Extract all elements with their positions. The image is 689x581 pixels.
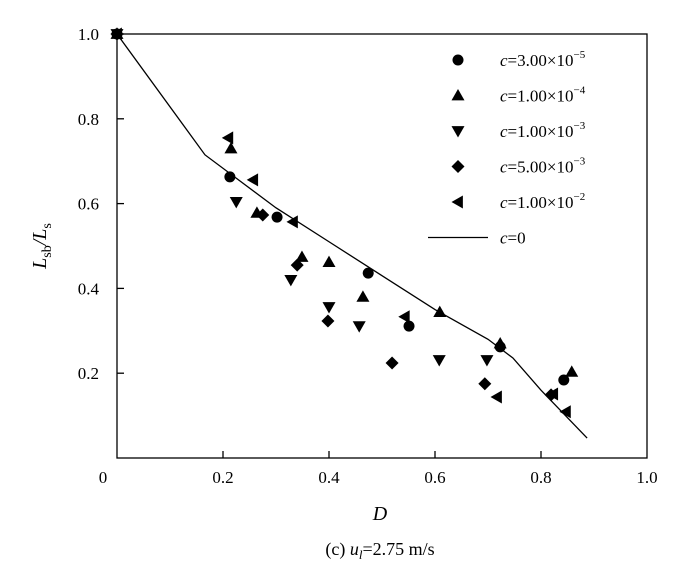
data-point-triangle-down [432, 355, 446, 367]
legend: c=3.00×10−5c=1.00×10−4c=1.00×10−3c=5.00×… [428, 49, 586, 248]
legend-value: =1.00×10 [508, 193, 574, 212]
legend-value: =0 [508, 229, 526, 248]
data-point-triangle-left [221, 131, 234, 145]
data-point-circle [362, 267, 374, 279]
legend-value: =1.00×10 [508, 122, 574, 141]
legend-value: =5.00×10 [508, 158, 574, 177]
data-point-triangle-up [493, 337, 507, 349]
data-point-triangle-up [356, 290, 370, 302]
y-label-sub2: s [40, 223, 55, 228]
plot-frame [116, 33, 648, 459]
legend-item: c=0 [428, 229, 526, 248]
legend-var: c [500, 87, 508, 106]
legend-label: c=1.00×10−4 [500, 85, 586, 106]
caption-sub: l [359, 547, 363, 562]
data-point-circle [271, 211, 283, 223]
data-point-diamond [290, 258, 304, 272]
data-point-circle [224, 171, 236, 183]
data-point-triangle-up [295, 250, 309, 262]
legend-exponent: −3 [573, 120, 585, 132]
legend-var: c [500, 122, 508, 141]
data-point-triangle-left [246, 173, 259, 187]
data-point-triangle-left [398, 310, 410, 324]
series-4 [110, 27, 571, 419]
data-point-diamond [385, 356, 399, 370]
data-point-triangle-down [284, 275, 298, 287]
data-point-triangle-left [490, 390, 502, 404]
data-point-triangle-up [322, 255, 336, 267]
data-point-circle [558, 374, 570, 386]
legend-var: c [500, 193, 508, 212]
legend-label: c=0 [500, 229, 526, 248]
legend-item: c=1.00×10−3 [451, 120, 586, 141]
x-tick-label: 0 [99, 468, 108, 487]
series-5 [116, 33, 588, 439]
legend-var: c [500, 158, 508, 177]
x-axis-label: D [372, 503, 388, 525]
y-label-main: L [29, 258, 51, 270]
data-point-triangle-left [546, 387, 559, 401]
data-point-triangle-down [352, 321, 366, 333]
y-tick-label: 0.8 [78, 110, 99, 129]
y-tick-label: 0.4 [78, 279, 100, 298]
legend-exponent: −3 [573, 156, 585, 168]
legend-marker-diamond [451, 160, 465, 173]
y-label-sub1: sb [40, 245, 55, 257]
data-point-diamond [256, 208, 270, 222]
series-3 [110, 27, 558, 402]
x-tick-label: 0.6 [424, 468, 445, 487]
legend-exponent: −4 [573, 85, 585, 97]
legend-marker-triangle-left [451, 195, 463, 209]
caption-prefix: (c) [325, 539, 349, 560]
legend-label: c=3.00×10−5 [500, 49, 586, 70]
data-point-triangle-down [480, 355, 494, 367]
data-point-circle [403, 320, 415, 332]
axes: 0 0.2 0.4 0.6 0.8 1.0 0.2 0.4 0.6 0.8 1.0 [78, 25, 658, 487]
data-marks [110, 27, 588, 439]
legend-exponent: −5 [573, 49, 585, 61]
legend-label: c=1.00×10−3 [500, 120, 586, 141]
caption-var: u [350, 539, 359, 559]
data-point-triangle-left [286, 215, 298, 229]
y-axis-label: Lsb/Ls [29, 223, 55, 270]
x-tick-label: 0.2 [212, 468, 233, 487]
y-tick-label: 0.6 [78, 195, 99, 214]
y-tick-label: 0.2 [78, 364, 99, 383]
legend-label: c=1.00×10−2 [500, 191, 585, 212]
caption-rest: =2.75 m/s [362, 539, 434, 559]
legend-value: =1.00×10 [508, 87, 574, 106]
y-tick-label: 1.0 [78, 25, 99, 44]
legend-value: =3.00×10 [508, 51, 574, 70]
legend-var: c [500, 229, 508, 248]
data-point-triangle-up [224, 141, 238, 154]
legend-marker-triangle-down [451, 126, 465, 138]
legend-var: c [500, 51, 508, 70]
data-point-diamond [321, 314, 335, 328]
figure-caption: (c) ul=2.75 m/s [325, 539, 434, 562]
x-tick-label: 0.8 [530, 468, 551, 487]
legend-item: c=1.00×10−4 [451, 85, 586, 106]
legend-marker-circle [452, 54, 464, 66]
data-point-diamond [478, 377, 492, 391]
legend-label: c=5.00×10−3 [500, 156, 586, 177]
data-point-triangle-down [229, 197, 243, 209]
data-point-triangle-up [565, 365, 579, 377]
data-point-triangle-left [559, 405, 571, 419]
y-label-sep: /L [29, 229, 51, 247]
x-tick-label: 1.0 [636, 468, 657, 487]
series-line [116, 33, 588, 439]
x-tick-label: 0.4 [318, 468, 340, 487]
legend-marker-triangle-up [451, 89, 465, 101]
legend-item: c=1.00×10−2 [451, 191, 585, 212]
legend-item: c=5.00×10−3 [451, 156, 586, 177]
data-point-triangle-down [322, 302, 336, 314]
legend-exponent: −2 [573, 191, 585, 203]
legend-item: c=3.00×10−5 [452, 49, 586, 70]
